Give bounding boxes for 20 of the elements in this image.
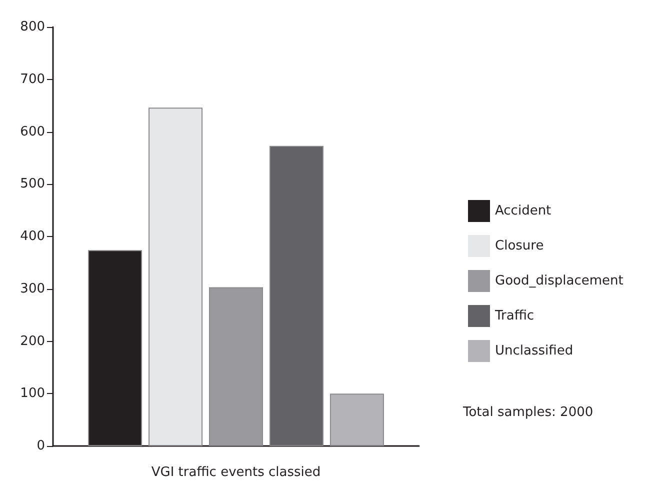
legend-label: Closure — [495, 238, 544, 254]
bar — [209, 287, 263, 446]
y-tick-label: 600 — [20, 124, 45, 140]
y-tick-label: 700 — [20, 72, 45, 87]
y-tick-label: 800 — [20, 20, 45, 34]
legend-label: Unclassified — [495, 344, 574, 358]
bar — [148, 108, 203, 446]
legend-label: Accident — [495, 204, 552, 218]
y-tick-label: 100 — [20, 386, 45, 402]
y-tick-label: 0 — [36, 438, 45, 454]
text: Total samples: 2000 — [462, 405, 594, 420]
y-tick-label: 200 — [20, 334, 45, 349]
legend-label: Traffic — [494, 308, 534, 324]
y-tick-label: 300 — [20, 281, 45, 296]
y-tick-label: 500 — [20, 176, 45, 192]
bar — [330, 394, 384, 446]
x-axis-title: VGI traffic events classied — [151, 465, 321, 480]
bar — [269, 146, 324, 446]
y-tick-label: 400 — [20, 229, 45, 244]
legend-label: Good_displacement — [495, 274, 624, 288]
